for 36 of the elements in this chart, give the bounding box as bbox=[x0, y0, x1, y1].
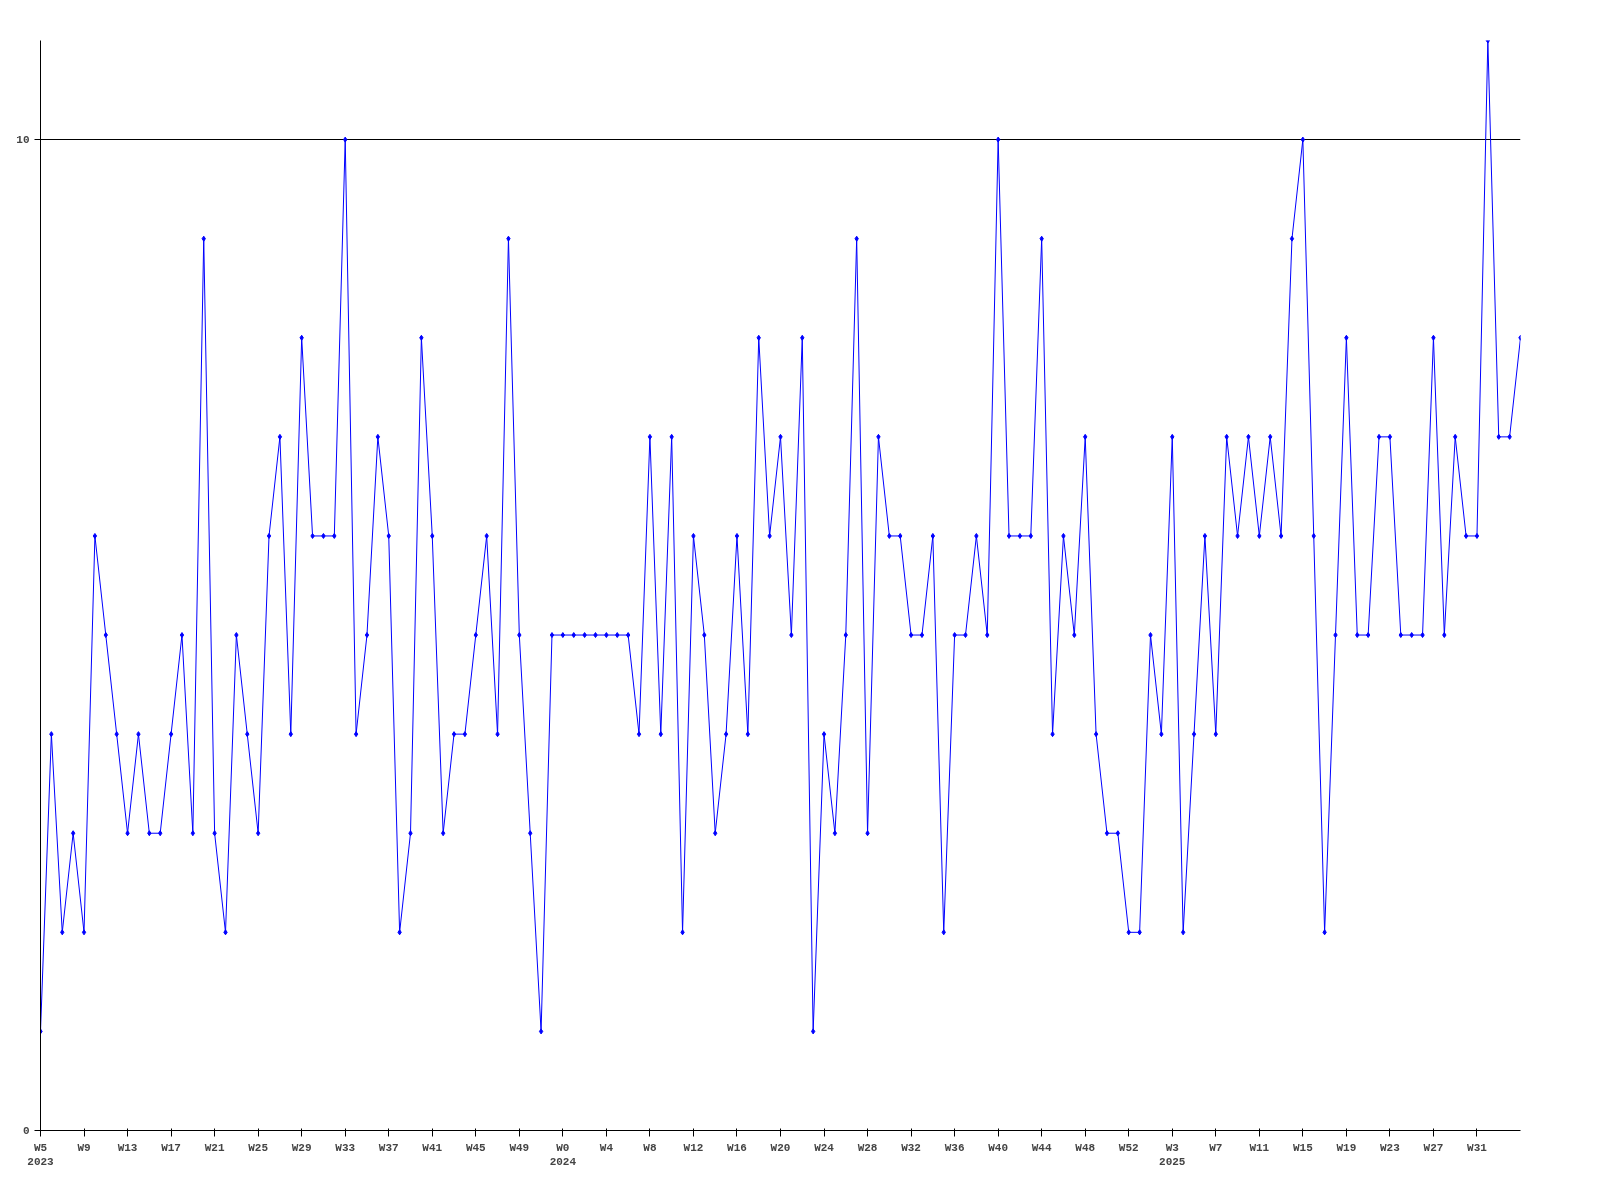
x-tick-label: W40 bbox=[988, 1141, 1009, 1154]
x-tick-label: W27 bbox=[1423, 1141, 1444, 1154]
y-tick-label: 0 bbox=[22, 1125, 30, 1137]
x-tick-label: W44 bbox=[1031, 1141, 1052, 1154]
x-tick-label: W45 bbox=[465, 1141, 487, 1154]
x-tick-label: W31 bbox=[1467, 1141, 1488, 1154]
x-tick-label: W16 bbox=[727, 1141, 747, 1154]
x-tick-label: W11 bbox=[1249, 1141, 1270, 1154]
x-tick-label: W0 2024 bbox=[549, 1141, 577, 1168]
x-tick-label: W25 bbox=[248, 1141, 269, 1154]
x-tick-label: W41 bbox=[422, 1141, 443, 1154]
x-tick-label: W5 2023 bbox=[27, 1141, 55, 1168]
x-tick-label: W48 bbox=[1075, 1141, 1096, 1154]
x-tick-label: W32 bbox=[901, 1141, 921, 1154]
y-tick-label: 10 bbox=[16, 134, 30, 147]
x-tick-label: W37 bbox=[378, 1141, 399, 1154]
x-tick-label: W7 bbox=[1209, 1141, 1223, 1154]
x-tick-label: W4 bbox=[599, 1141, 614, 1154]
x-tick-label: W3 2025 bbox=[1159, 1141, 1186, 1168]
x-tick-label: W29 bbox=[291, 1141, 312, 1154]
x-tick-label: W33 bbox=[335, 1141, 356, 1154]
x-tick-label: W24 bbox=[814, 1141, 835, 1154]
x-tick-label: W21 bbox=[204, 1141, 225, 1154]
x-tick-label: W52 bbox=[1118, 1141, 1139, 1154]
x-tick-label: W15 bbox=[1292, 1141, 1314, 1154]
x-tick-label: W12 bbox=[683, 1141, 704, 1154]
x-tick-label: W19 bbox=[1336, 1141, 1357, 1154]
x-tick-label: W28 bbox=[857, 1141, 878, 1154]
x-tick-label: W9 bbox=[77, 1141, 91, 1154]
x-tick-label: W20 bbox=[770, 1141, 791, 1154]
x-tick-label: W17 bbox=[161, 1141, 181, 1154]
x-tick-label: W13 bbox=[117, 1141, 138, 1154]
x-tick-label: W49 bbox=[509, 1141, 530, 1154]
x-tick-label: W36 bbox=[944, 1141, 965, 1154]
x-tick-label: W8 bbox=[643, 1141, 657, 1154]
x-tick-label: W23 bbox=[1380, 1141, 1401, 1154]
